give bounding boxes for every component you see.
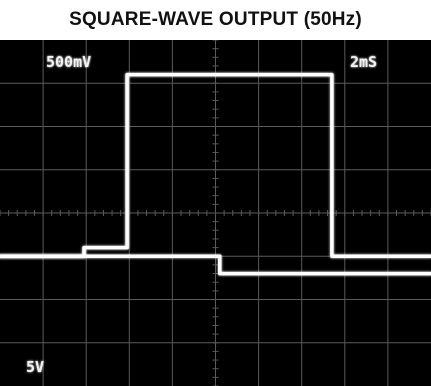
graticule — [0, 40, 431, 386]
chart-title: SQUARE-WAVE OUTPUT (50Hz) — [69, 9, 362, 30]
volts-per-div-label: 500mV — [46, 53, 92, 71]
oscilloscope-screen: 500mV 2mS 5V — [0, 40, 431, 386]
trace-ch2 — [0, 254, 431, 276]
time-per-div-label: 2mS — [350, 53, 378, 71]
scope-plot — [0, 40, 431, 386]
traces — [0, 72, 431, 276]
ch2-volts-per-div-label: 5V — [26, 358, 45, 376]
